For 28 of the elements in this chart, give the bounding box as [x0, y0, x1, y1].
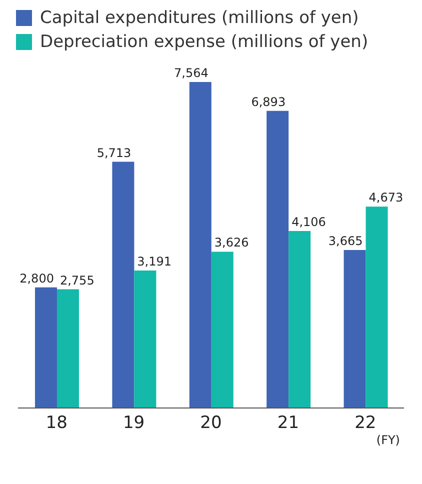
data-label: 3,626 — [214, 236, 249, 250]
data-label: 4,106 — [292, 215, 326, 230]
bar — [266, 110, 289, 408]
x-tick-label: 18 — [46, 413, 68, 434]
data-label: 3,665 — [328, 234, 363, 248]
legend-label: Depreciation expense (millions of yen) — [40, 32, 368, 52]
bar — [344, 250, 366, 408]
data-label: 2,755 — [60, 273, 94, 288]
x-tick-label: 21 — [277, 413, 300, 434]
legend-label: Capital expenditures (millions of yen) — [40, 8, 359, 28]
bar — [112, 162, 134, 408]
bar — [189, 82, 212, 408]
x-tick-label: 19 — [122, 413, 145, 434]
data-label: 6,893 — [251, 94, 286, 109]
bar — [366, 206, 388, 408]
data-label: 2,800 — [20, 271, 54, 286]
data-label: 7,564 — [174, 66, 208, 80]
bar — [288, 231, 311, 408]
data-label: 5,713 — [96, 146, 132, 160]
data-label: 4,673 — [368, 190, 404, 205]
x-tick-label: 20 — [200, 413, 222, 434]
data-label: 3,191 — [137, 254, 172, 268]
x-axis-title: (FY) — [376, 433, 400, 447]
bar — [134, 270, 156, 408]
x-tick-label: 22 — [354, 413, 376, 434]
bar — [211, 252, 234, 408]
bar — [56, 289, 79, 408]
bar — [34, 287, 57, 408]
